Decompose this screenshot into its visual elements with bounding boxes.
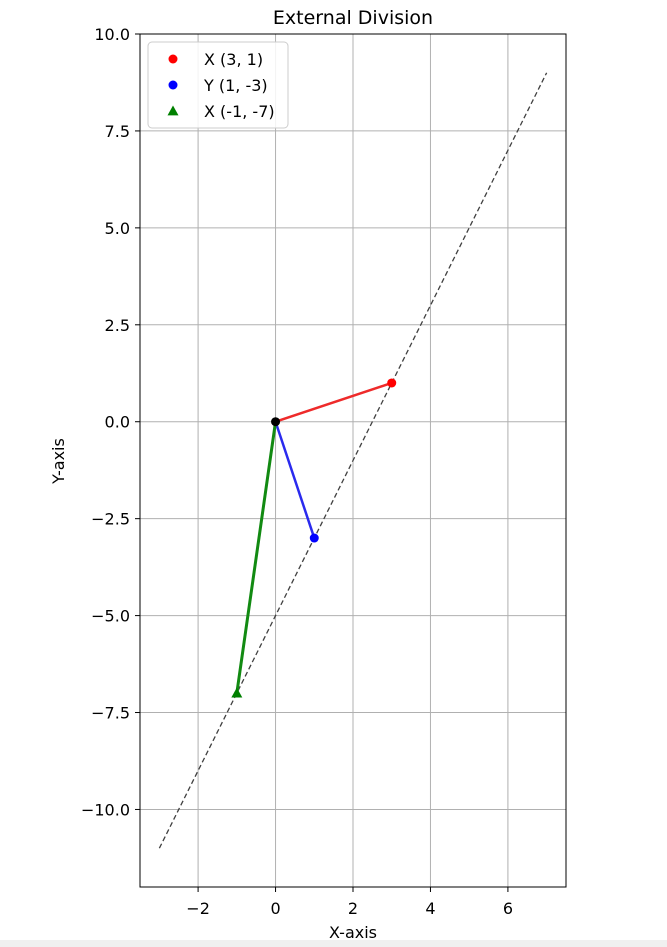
legend-label-2: Y (1, -3) xyxy=(203,76,268,95)
y-tick-label: −7.5 xyxy=(91,704,130,723)
ticks: −2 0 2 4 6 10.0 7.5 5.0 2.5 0.0 −2.5 −5.0 −7.5 −10.0 xyxy=(81,25,513,918)
window-bottom-strip xyxy=(0,940,667,947)
legend-marker-2 xyxy=(168,80,178,90)
x-tick-label: −2 xyxy=(186,899,210,918)
y-tick-label: 7.5 xyxy=(105,122,130,141)
dashed-line xyxy=(158,72,548,849)
x-tick-label: 4 xyxy=(425,899,435,918)
chart-title: External Division xyxy=(273,7,433,29)
point-marker-3 xyxy=(231,687,243,698)
segment-line-1 xyxy=(275,381,393,423)
x-tick-label: 6 xyxy=(503,899,513,918)
legend-label-1: X (3, 1) xyxy=(204,50,263,69)
legend-marker-3 xyxy=(167,105,179,116)
y-tick-label: 5.0 xyxy=(105,219,130,238)
legend-box xyxy=(147,41,289,129)
x-axis-label: X-axis xyxy=(329,923,377,942)
legend-label-3: X (-1, -7) xyxy=(204,102,275,121)
point-marker-1 xyxy=(387,378,397,388)
data-layer xyxy=(158,72,548,849)
segment-line-2 xyxy=(274,421,316,539)
y-tick-label: 0.0 xyxy=(105,413,130,432)
y-tick-label: −10.0 xyxy=(81,800,130,819)
x-tick-label: 0 xyxy=(270,899,280,918)
point-marker-2 xyxy=(309,533,319,543)
legend: X (3, 1) Y (1, -3) X (-1, -7) xyxy=(147,41,289,129)
y-tick-label: 2.5 xyxy=(105,316,130,335)
y-tick-label: −5.0 xyxy=(91,607,130,626)
segment-line-3 xyxy=(235,421,278,694)
legend-marker-1 xyxy=(168,54,178,64)
origin-point xyxy=(271,417,281,427)
x-tick-label: 2 xyxy=(348,899,358,918)
y-tick-label: 10.0 xyxy=(94,25,130,44)
y-tick-label: −2.5 xyxy=(91,510,130,529)
y-axis-label: Y-axis xyxy=(49,438,68,485)
